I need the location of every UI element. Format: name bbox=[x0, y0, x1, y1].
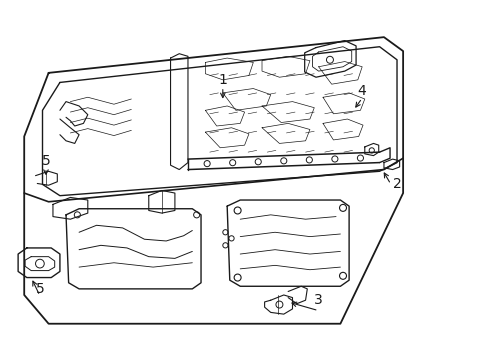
Text: 1: 1 bbox=[218, 73, 227, 87]
Text: 4: 4 bbox=[357, 84, 366, 98]
Text: 3: 3 bbox=[314, 293, 323, 307]
Text: 2: 2 bbox=[392, 177, 401, 192]
Text: 5: 5 bbox=[41, 154, 50, 168]
Text: 5: 5 bbox=[36, 282, 44, 296]
